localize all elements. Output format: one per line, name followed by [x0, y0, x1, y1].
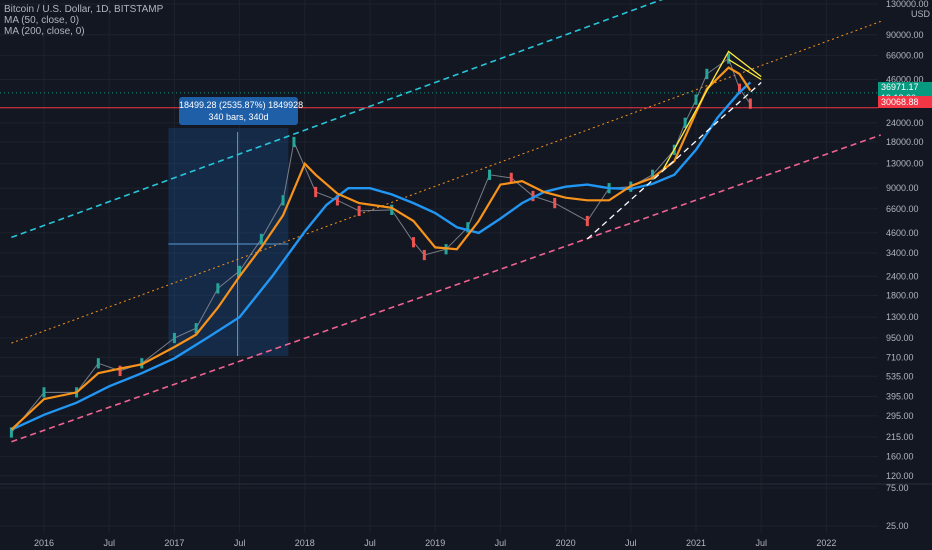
price-candle — [727, 53, 731, 64]
x-axis-tick-label: Jul — [364, 538, 376, 548]
price-candle — [422, 249, 426, 261]
price-candle — [488, 169, 492, 180]
price-candle — [737, 83, 741, 94]
y-axis-tick-label: 215.00 — [886, 432, 914, 442]
upper-channel-line — [11, 0, 664, 239]
y-axis-tick-label: 1300.00 — [886, 312, 919, 322]
price-candle — [96, 358, 100, 369]
y-axis-tick-label: 90000.00 — [886, 30, 924, 40]
ma50-line — [10, 66, 752, 431]
white-trendline — [586, 81, 762, 240]
price-candle — [390, 204, 394, 215]
y-axis-tick-label: 395.00 — [886, 391, 914, 401]
price-candle — [683, 117, 687, 128]
ma200-legend[interactable]: MA (200, close, 0) — [4, 26, 85, 37]
measurement-box — [168, 128, 289, 356]
price-candle — [172, 332, 176, 344]
price-candle — [748, 98, 752, 109]
y-axis-tick-label: 535.00 — [886, 371, 914, 381]
y-axis-tick-label: 160.00 — [886, 452, 914, 462]
y-axis-tick-label: 4600.00 — [886, 228, 919, 238]
last-price: 36971.17 — [881, 82, 919, 92]
x-axis-tick-label: 2016 — [34, 538, 54, 548]
ma50-legend[interactable]: MA (50, close, 0) — [4, 15, 80, 26]
y-axis-tick-label: 24000.00 — [886, 118, 924, 128]
y-axis-tick-label: 66000.00 — [886, 50, 924, 60]
x-axis-tick-label: Jul — [234, 538, 246, 548]
x-axis-tick-label: 2018 — [295, 538, 315, 548]
y-axis-tick-label: 9000.00 — [886, 183, 919, 193]
price-candle — [694, 94, 698, 105]
x-axis-tick-label: Jul — [103, 538, 115, 548]
y-axis-currency: USD — [911, 9, 931, 19]
y-axis-tick-label: 13000.00 — [886, 159, 924, 169]
lower-channel-line — [11, 134, 881, 443]
price-candle — [238, 265, 242, 277]
price-candle — [9, 427, 13, 438]
y-axis-tick-label: 120.00 — [886, 471, 914, 481]
y-axis-tick-label: 950.00 — [886, 333, 914, 343]
y-axis-tick-label: 75.00 — [886, 483, 909, 493]
y-axis-tick-label: 3400.00 — [886, 248, 919, 258]
price-candle — [466, 222, 470, 233]
y-axis-tick-label: 18000.00 — [886, 137, 924, 147]
y-axis-tick-label: 25.00 — [886, 521, 909, 531]
price-candle — [259, 233, 263, 245]
x-axis-tick-label: 2019 — [425, 538, 445, 548]
yellow-wedge-lower — [728, 59, 762, 81]
y-axis-tick-label: 1800.00 — [886, 290, 919, 300]
measurement-bars: 340 bars, 340d — [208, 112, 269, 122]
x-axis-tick-label: Jul — [755, 538, 767, 548]
y-axis-tick-label: 2400.00 — [886, 271, 919, 281]
yellow-wedge-upper — [662, 50, 762, 170]
price-candle — [314, 186, 318, 198]
price-candle — [531, 190, 535, 202]
middle-channel-line — [11, 20, 881, 344]
price-candle — [585, 215, 589, 227]
measurement-label: 18499.28 (2535.87%) 1849928 340 bars, 34… — [179, 97, 304, 125]
x-axis-tick-label: 2021 — [686, 538, 706, 548]
price-candle — [281, 195, 285, 206]
price-candle — [335, 195, 339, 206]
measurement-change: 18499.28 (2535.87%) 1849928 — [179, 100, 304, 110]
price-candle — [42, 387, 46, 398]
price-candle — [357, 205, 361, 217]
y-axis-tick-label: 130000.00 — [886, 0, 929, 9]
price-candle — [411, 237, 415, 248]
y-axis-tick-label: 710.00 — [886, 352, 914, 362]
chart-legend: Bitcoin / U.S. Dollar, 1D, BITSTAMP MA (… — [4, 4, 163, 37]
price-candle — [292, 136, 296, 148]
price-candle — [553, 197, 557, 209]
x-axis-tick-label: Jul — [625, 538, 637, 548]
level-price-tag: 30068.88 — [878, 96, 932, 108]
level-price: 30068.88 — [881, 97, 919, 107]
x-axis-tick-label: 2022 — [816, 538, 836, 548]
symbol-title[interactable]: Bitcoin / U.S. Dollar, 1D, BITSTAMP — [4, 4, 164, 15]
y-axis-tick-label: 295.00 — [886, 411, 914, 421]
x-axis-tick-label: 2020 — [556, 538, 576, 548]
price-candle — [651, 169, 655, 180]
price-candle — [118, 365, 122, 377]
y-axis-tick-label: 6600.00 — [886, 204, 919, 214]
x-axis-tick-label: 2017 — [164, 538, 184, 548]
y-axis-tick-label: 46000.00 — [886, 74, 924, 84]
price-candle — [194, 323, 198, 334]
price-candle — [216, 283, 220, 294]
price-candle — [705, 68, 709, 80]
price-candle — [509, 172, 513, 184]
x-axis-tick-label: Jul — [495, 538, 507, 548]
ma200-line — [10, 81, 752, 431]
